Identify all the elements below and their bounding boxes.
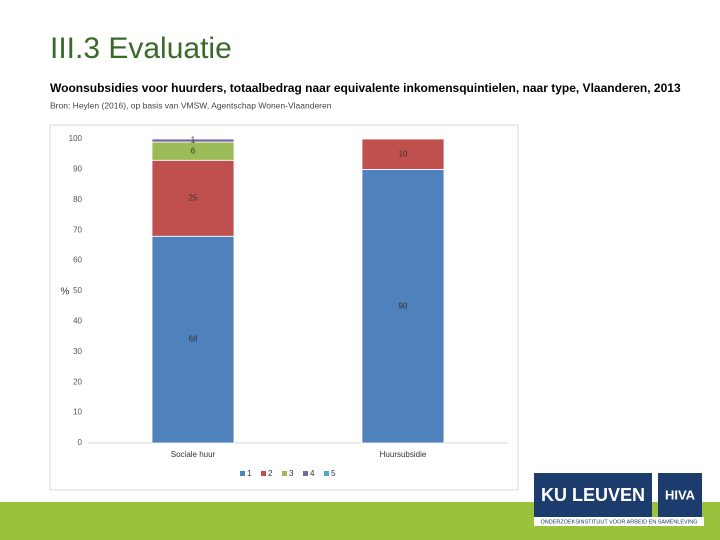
chart-title: Woonsubsidies voor huurders, totaalbedra… bbox=[50, 81, 681, 95]
logo-brand: KU LEUVEN bbox=[541, 485, 645, 505]
legend-swatch bbox=[303, 471, 308, 476]
chart-frame bbox=[49, 124, 519, 491]
legend-label: 4 bbox=[310, 469, 315, 478]
y-tick-label: 70 bbox=[73, 225, 82, 234]
bar-segment bbox=[151, 138, 235, 143]
y-tick-label: 0 bbox=[78, 438, 83, 447]
logo-partner: HIVA bbox=[665, 487, 696, 502]
data-label: 90 bbox=[399, 301, 408, 310]
legend-label: 2 bbox=[268, 469, 273, 478]
legend-label: 3 bbox=[289, 469, 294, 478]
bar-segment bbox=[361, 168, 445, 444]
y-tick-label: 80 bbox=[73, 195, 82, 204]
y-tick-label: 10 bbox=[73, 408, 82, 417]
logo-tagline: ONDERZOEKSINSTITUUT VOOR ARBEID EN SAMEN… bbox=[541, 519, 698, 525]
y-tick-label: 20 bbox=[73, 377, 82, 386]
x-tick-label: Huursubsidie bbox=[380, 450, 427, 459]
bar-segment bbox=[361, 138, 445, 170]
logo-block bbox=[534, 473, 652, 517]
data-label: 6 bbox=[191, 146, 196, 155]
slide-title: III.3 Evaluatie bbox=[50, 32, 232, 65]
data-label: 1 bbox=[191, 136, 196, 145]
y-axis-label: % bbox=[61, 287, 70, 298]
data-label: 68 bbox=[189, 335, 198, 344]
bar-segment bbox=[151, 159, 235, 237]
logo-partner-block bbox=[658, 473, 702, 517]
y-tick-label: 40 bbox=[73, 317, 82, 326]
data-label: 10 bbox=[399, 149, 408, 158]
legend-swatch bbox=[261, 471, 266, 476]
y-tick-label: 30 bbox=[73, 347, 82, 356]
legend-swatch bbox=[240, 471, 245, 476]
x-tick-label: Sociale huur bbox=[171, 450, 216, 459]
y-tick-label: 60 bbox=[73, 256, 82, 265]
chart-subtitle: Bron: Heylen (2016), op basis van VMSW, … bbox=[50, 100, 332, 110]
legend-label: 5 bbox=[331, 469, 336, 478]
legend-swatch bbox=[324, 471, 329, 476]
legend-swatch bbox=[282, 471, 287, 476]
data-label: 25 bbox=[189, 193, 198, 202]
y-tick-label: 100 bbox=[69, 134, 83, 143]
y-tick-label: 90 bbox=[73, 165, 82, 174]
bar-segment bbox=[151, 235, 235, 444]
tagline-bg bbox=[534, 517, 704, 526]
y-tick-label: 50 bbox=[73, 286, 82, 295]
legend-label: 1 bbox=[247, 469, 252, 478]
